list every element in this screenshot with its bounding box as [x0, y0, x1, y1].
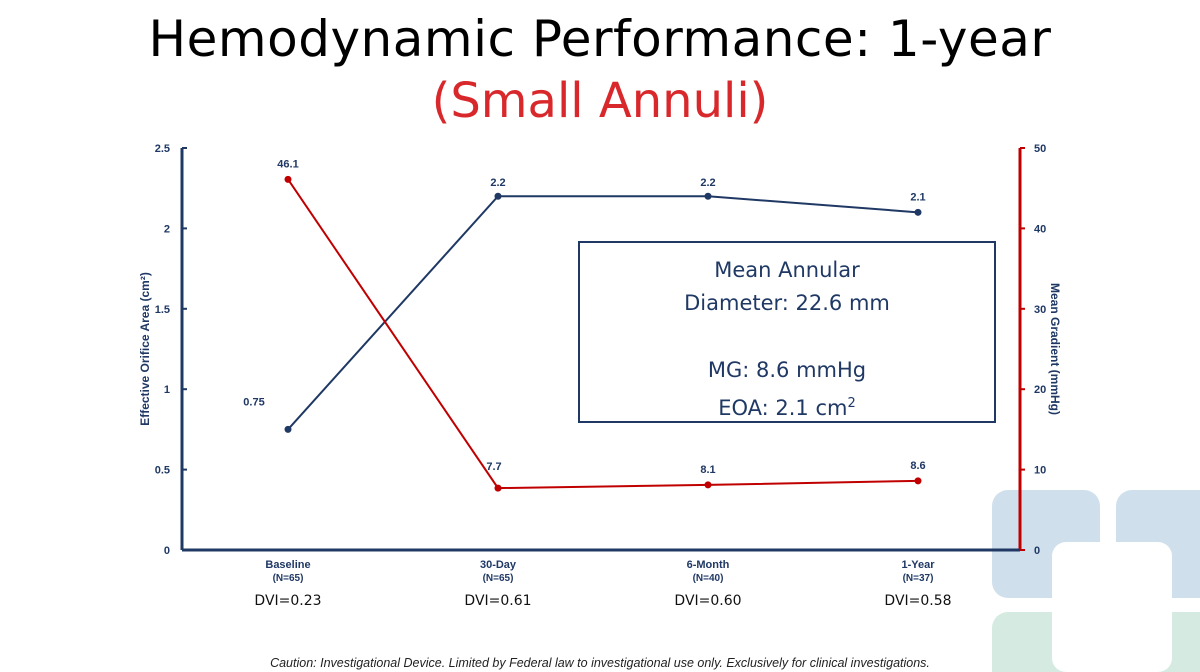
eoa-series-line	[287, 195, 919, 431]
gradient-data-label: 8.1	[700, 464, 715, 476]
gradient-data-point	[284, 175, 292, 183]
gradient-data-point	[704, 481, 712, 489]
caution-statement: Caution: Investigational Device. Limited…	[270, 656, 930, 670]
eoa-data-label: 2.2	[490, 177, 505, 189]
x-category-n: (N=65)	[483, 573, 514, 584]
left-y-tick-label: 0.5	[155, 465, 170, 477]
left-y-tick-label: 2	[164, 223, 170, 235]
gradient-data-point	[494, 484, 502, 492]
chart-axes: 0 0.5 1 1.5 2 2.5 0 10 20 30 40 50 Effective Orifice…	[138, 143, 1062, 557]
left-y-tick-label: 1	[164, 384, 170, 396]
info-box-spacer	[580, 320, 994, 354]
x-category-n: (N=40)	[693, 573, 724, 584]
eoa-data-point	[704, 192, 712, 200]
x-category-label: 30-Day	[480, 559, 517, 571]
eoa-data-label: 2.1	[910, 191, 925, 203]
gradient-data-label: 8.6	[910, 460, 925, 472]
eoa-data-label: 2.2	[700, 177, 715, 189]
eoa-data-point	[494, 192, 502, 200]
info-box-line-4: EOA: 2.1 cm2	[580, 387, 994, 425]
gradient-data-label: 7.7	[486, 461, 501, 473]
info-box-line-1: Mean Annular	[714, 258, 860, 282]
x-category-n: (N=65)	[273, 573, 304, 584]
eoa-data-point	[284, 425, 292, 433]
x-category-label: 1-Year	[901, 559, 935, 571]
x-category-label: 6-Month	[687, 559, 730, 571]
right-y-axis-title: Mean Gradient (mmHg)	[1048, 283, 1062, 415]
left-y-axis-title: Effective Orifice Area (cm²)	[138, 272, 152, 426]
eoa-data-label: 0.75	[243, 396, 264, 408]
dvi-value: DVI=0.60	[674, 593, 741, 609]
right-y-tick-label: 20	[1034, 384, 1046, 396]
info-box: Mean Annular Diameter: 22.6 mm MG: 8.6 m…	[578, 241, 996, 423]
dvi-value: DVI=0.61	[464, 593, 531, 609]
left-y-tick-label: 2.5	[155, 143, 170, 155]
dvi-value: DVI=0.58	[884, 593, 951, 609]
right-y-tick-label: 50	[1034, 143, 1046, 155]
slide-title: Hemodynamic Performance: 1-year	[148, 10, 1052, 68]
gradient-data-label: 46.1	[277, 158, 298, 170]
right-y-tick-label: 0	[1034, 545, 1040, 557]
x-category-n: (N=37)	[903, 573, 934, 584]
info-box-line-2: Diameter: 22.6 mm	[684, 291, 890, 315]
right-y-tick-label: 40	[1034, 223, 1046, 235]
x-category-label: Baseline	[265, 559, 310, 571]
chart-series: 0.75 2.2 2.2 2.1 46.1 7.7 8.1 8.6	[243, 158, 926, 492]
right-y-tick-label: 10	[1034, 465, 1046, 477]
info-box-line-4-text: EOA: 2.1 cm	[718, 396, 848, 420]
gradient-data-point	[914, 477, 922, 485]
eoa-data-point	[914, 208, 922, 216]
right-y-tick-label: 30	[1034, 304, 1046, 316]
left-y-tick-label: 1.5	[155, 304, 170, 316]
info-box-line-3: MG: 8.6 mmHg	[707, 358, 867, 382]
gradient-series-line	[287, 178, 919, 490]
dvi-value: DVI=0.23	[254, 593, 321, 609]
decorative-square-white	[1052, 542, 1172, 672]
x-axis-labels: Baseline (N=65) DVI=0.23 30-Day (N=65) DVI=0.…	[254, 559, 951, 609]
slide-subtitle: (Small Annuli)	[431, 73, 769, 129]
info-box-line-4-superscript: 2	[847, 396, 856, 411]
left-y-tick-label: 0	[164, 545, 170, 557]
